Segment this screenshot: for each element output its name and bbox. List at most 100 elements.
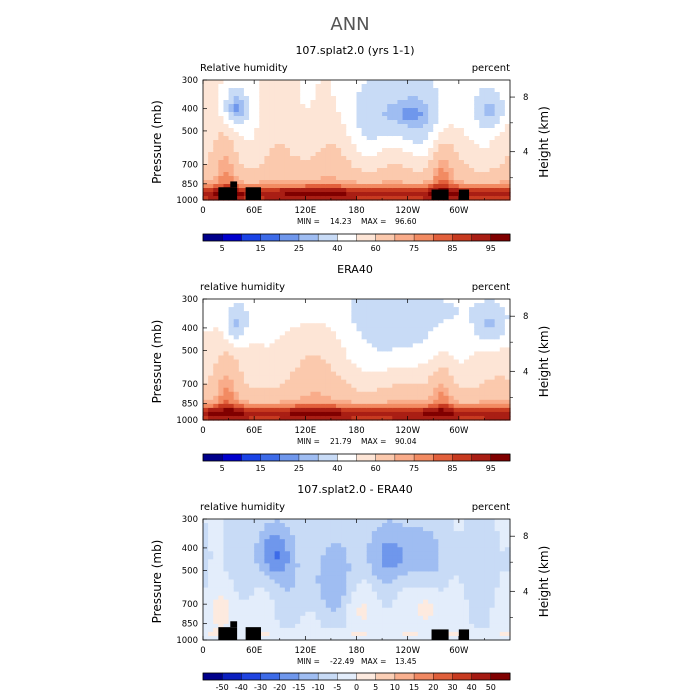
heatmap-cell (310, 299, 317, 304)
heatmap-cell (203, 615, 209, 621)
heatmap-cell (428, 140, 434, 145)
heatmap-cell (474, 188, 480, 193)
heatmap-cell (504, 327, 511, 332)
heatmap-cell (376, 112, 383, 117)
heatmap-cell (305, 192, 312, 197)
heatmap-cell (249, 144, 255, 149)
heatmap-cell (387, 607, 393, 613)
heatmap-cell (336, 591, 342, 597)
heatmap-cell (284, 387, 291, 393)
heatmap-cell (397, 611, 404, 617)
heatmap-cell (325, 315, 332, 320)
heatmap-cell (376, 591, 383, 597)
heatmap-cell (463, 363, 470, 369)
heatmap-cell (484, 383, 491, 389)
heatmap-cell (274, 112, 281, 117)
heatmap-cell (371, 88, 378, 93)
heatmap-cell (203, 539, 209, 544)
heatmap-cell (243, 311, 250, 316)
heatmap-cell (402, 635, 409, 641)
heatmap-cell (289, 595, 296, 601)
heatmap-cell (315, 519, 322, 524)
heatmap-cell (320, 152, 327, 157)
heatmap-cell (284, 339, 291, 344)
heatmap-cell (504, 172, 511, 177)
heatmap-cell (259, 359, 265, 365)
colorbar-label: 40 (332, 244, 342, 253)
heatmap-cell (295, 144, 301, 149)
heatmap-cell (223, 303, 230, 308)
heatmap-cell (371, 583, 378, 589)
heatmap-cell (295, 343, 301, 348)
heatmap-cell (341, 547, 347, 552)
heatmap-cell (438, 311, 445, 316)
heatmap-cell (499, 192, 506, 197)
heatmap-cell (320, 363, 327, 369)
heatmap-cell (463, 160, 470, 165)
heatmap-cell (289, 156, 296, 161)
heatmap-cell (448, 176, 455, 181)
heatmap-cell (228, 531, 235, 536)
x-tick-label: 60W (449, 426, 469, 436)
heatmap-cell (504, 152, 511, 157)
heatmap-cell (417, 363, 424, 369)
heatmap-cell (310, 567, 317, 573)
heatmap-cell (330, 132, 337, 137)
heatmap-cell (397, 311, 404, 316)
heatmap-cell (238, 395, 245, 401)
heatmap-cell (249, 335, 255, 340)
heatmap-cell (310, 539, 317, 544)
heatmap-cell (376, 391, 383, 397)
heatmap-cell (295, 192, 301, 197)
heatmap-cell (402, 579, 409, 585)
heatmap-cell (402, 387, 409, 393)
heatmap-cell (208, 152, 214, 157)
heatmap-cell (310, 627, 317, 633)
heatmap-cell (463, 323, 470, 328)
heatmap-cell (366, 415, 373, 421)
heatmap-cell (320, 172, 327, 177)
heatmap-cell (376, 615, 383, 621)
heatmap-cell (243, 399, 250, 405)
heatmap-cell (371, 92, 378, 97)
heatmap-cell (397, 607, 404, 613)
heatmap-cell (371, 351, 378, 357)
heatmap-cell (366, 160, 373, 165)
heatmap-cell (453, 395, 460, 401)
heatmap-cell (295, 527, 301, 532)
heatmap-cell (243, 144, 250, 149)
heatmap-cell (228, 164, 235, 169)
heatmap-cell (351, 571, 358, 577)
heatmap-cell (458, 315, 465, 320)
heatmap-cell (320, 192, 327, 197)
heatmap-cell (223, 531, 230, 536)
heatmap-cell (504, 140, 511, 145)
heatmap-cell (351, 303, 358, 308)
heatmap-cell (479, 363, 486, 369)
heatmap-cell (376, 535, 383, 540)
heatmap-cell (346, 184, 352, 189)
heatmap-cell (423, 375, 429, 381)
heatmap-cell (213, 164, 219, 169)
heatmap-cell (366, 339, 373, 344)
heatmap-cell (320, 108, 327, 113)
heatmap-cell (320, 375, 327, 381)
heatmap-cell (407, 547, 414, 552)
heatmap-cell (448, 323, 455, 328)
heatmap-cell (284, 299, 291, 304)
heatmap-cell (274, 331, 281, 336)
heatmap-cell (402, 104, 409, 109)
heatmap-cell (504, 323, 511, 328)
heatmap-cell (428, 120, 434, 125)
heatmap-cell (315, 551, 322, 556)
heatmap-cell (366, 591, 373, 597)
heatmap-cell (346, 575, 352, 581)
heatmap-cell (218, 92, 225, 97)
heatmap-cell (489, 96, 496, 101)
heatmap-cell (315, 399, 322, 405)
heatmap-cell (504, 315, 511, 320)
heatmap-cell (228, 80, 235, 85)
heatmap-cell (295, 407, 301, 413)
heatmap-cell (438, 403, 445, 409)
heatmap-cell (228, 112, 235, 117)
